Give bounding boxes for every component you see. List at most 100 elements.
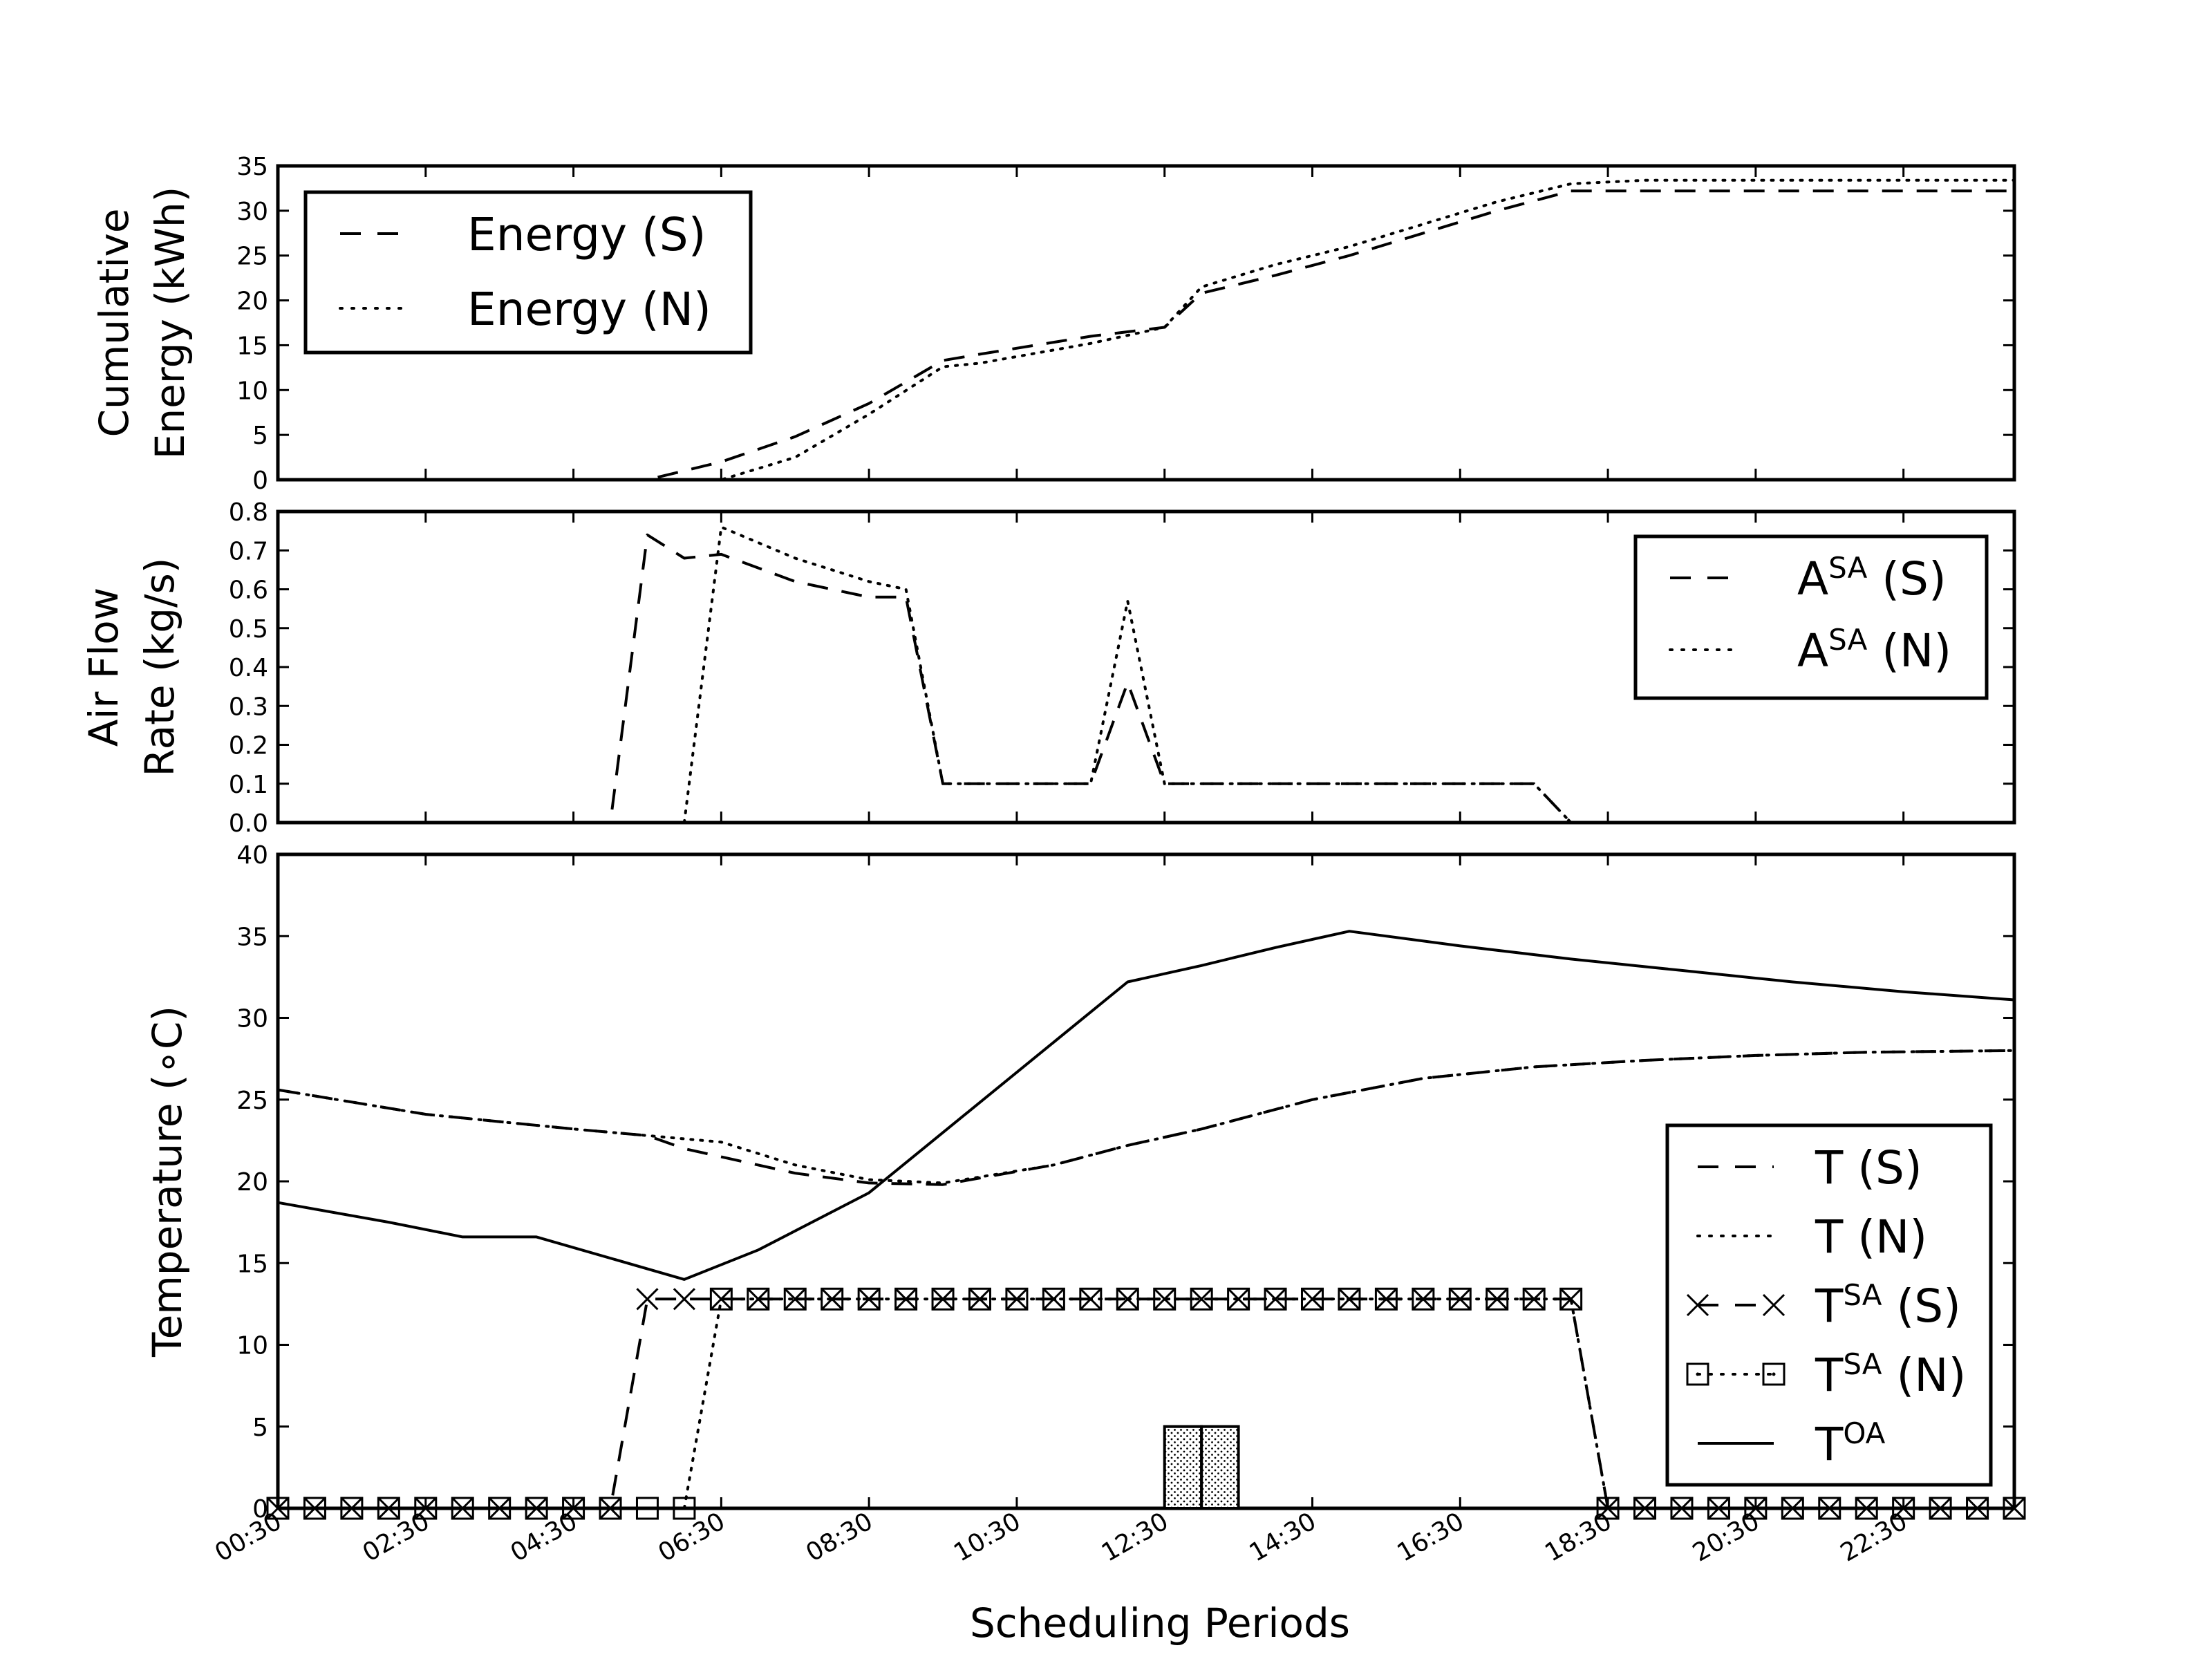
bar [1163,1425,1203,1510]
marker-x [636,1288,659,1311]
y-tick-label: 35 [236,153,268,181]
legend: T (S) T (N) TSA (S) TSA (N) TOA [1665,1123,1993,1487]
legend-label: TSA (N) [1815,1347,1966,1402]
y-axis-label: Air Flow [80,588,127,747]
marker-square [1153,1287,1177,1311]
marker-square [1448,1287,1472,1311]
marker-square [377,1497,400,1520]
marker-square [1686,1362,1709,1386]
y-tick-label: 10 [236,1332,268,1360]
y-tick-label: 20 [236,288,268,316]
y-tick-label: 0.4 [229,654,268,682]
marker-square [747,1287,770,1311]
y-tick-label: 5 [252,422,268,450]
marker-square [1301,1287,1324,1311]
y-tick-label: 30 [236,1005,268,1033]
marker-square [1522,1287,1546,1311]
y-tick-label: 15 [236,1250,268,1278]
marker-square [1079,1287,1103,1311]
y-tick-label: 0.3 [229,693,268,721]
marker-square [1818,1497,1841,1520]
marker-square [673,1497,696,1520]
marker-square [2003,1497,2026,1520]
y-tick-label: 40 [236,841,268,870]
marker-square [1633,1497,1657,1520]
marker-square [451,1497,474,1520]
marker-square [894,1287,918,1311]
legend-label: TOA [1815,1416,1886,1471]
y-tick-label: 10 [236,377,268,405]
marker-square [1744,1497,1768,1520]
marker-square [1892,1497,1915,1520]
marker-square [1781,1497,1804,1520]
y-tick-label: 0.8 [229,498,268,527]
marker-square [1005,1287,1029,1311]
series-line [278,533,2014,824]
marker-x [1762,1293,1785,1317]
marker-square [1559,1287,1583,1311]
marker-square [488,1497,512,1520]
marker-square [1227,1287,1250,1311]
energy-panel: 0 5 10 15 20 25 30 35 Cumulative Energy (kWh) Ener… [91,153,2016,495]
marker-square [1762,1362,1785,1386]
marker-square [1966,1497,1989,1520]
y-tick-label: 0 [252,467,268,495]
legend-label: TSA (S) [1815,1278,1961,1333]
y-tick-label: 35 [236,923,268,951]
y-tick-label: 25 [236,243,268,271]
x-tick-label: 08:30 [801,1507,877,1567]
legend-label: ASA (S) [1797,551,1947,606]
marker-square [599,1497,622,1520]
y-tick-label: 20 [236,1168,268,1197]
x-tick-label: 00:30 [210,1507,286,1567]
marker-x [673,1288,695,1311]
marker-square [340,1497,364,1520]
bar [1200,1425,1240,1510]
x-tick-label: 14:30 [1245,1507,1321,1567]
marker-square [821,1287,844,1311]
marker-square [1190,1287,1213,1311]
y-tick-label: 0.5 [229,615,268,644]
marker-square [1670,1497,1694,1520]
marker-square [1929,1497,1952,1520]
marker-square [414,1497,438,1520]
y-tick-label: 0.0 [229,809,268,838]
marker-square [783,1287,807,1311]
series-line [276,178,2016,481]
y-tick-label: 0.6 [229,577,268,605]
y-tick-label: 25 [236,1087,268,1115]
y-axis-label: Rate (kg/s) [136,558,183,777]
x-tick-label: 18:30 [1540,1507,1616,1567]
marker-square [1374,1287,1398,1311]
legend-label: T (N) [1815,1210,1927,1264]
y-axis-label: Energy (kWh) [147,187,194,459]
airflow-panel: 0.0 0.1 0.2 0.3 0.4 0.5 0.6 0.7 0.8 Air Flow Rate … [80,498,2016,838]
y-tick-label: 30 [236,198,268,226]
y-axis-label: Temperature (∘C) [144,1006,191,1358]
marker-square [1412,1287,1435,1311]
legend-label: Energy (S) [467,208,706,261]
marker-square [931,1287,955,1311]
marker-square [1338,1287,1361,1311]
x-tick-label: 10:30 [949,1507,1025,1567]
marker-square [709,1287,733,1311]
marker-square [1707,1497,1730,1520]
x-tick-label: 12:30 [1097,1507,1173,1567]
marker-square [1116,1287,1139,1311]
legend: ASA (S) ASA (N) [1633,534,1989,700]
legend-label: ASA (N) [1797,623,1951,677]
marker-square [857,1287,881,1311]
marker-square [1042,1287,1065,1311]
marker-square [1485,1287,1509,1311]
y-tick-label: 0.2 [229,732,268,760]
marker-square [1264,1287,1287,1311]
marker-square [303,1497,326,1520]
legend-label: Energy (N) [467,283,711,336]
legend: Energy (S) Energy (N) [303,190,753,355]
y-axis-label: Cumulative [91,208,138,437]
legend-box [1633,534,1989,700]
series-line [276,1049,2016,1185]
y-tick-label: 0.1 [229,771,268,799]
